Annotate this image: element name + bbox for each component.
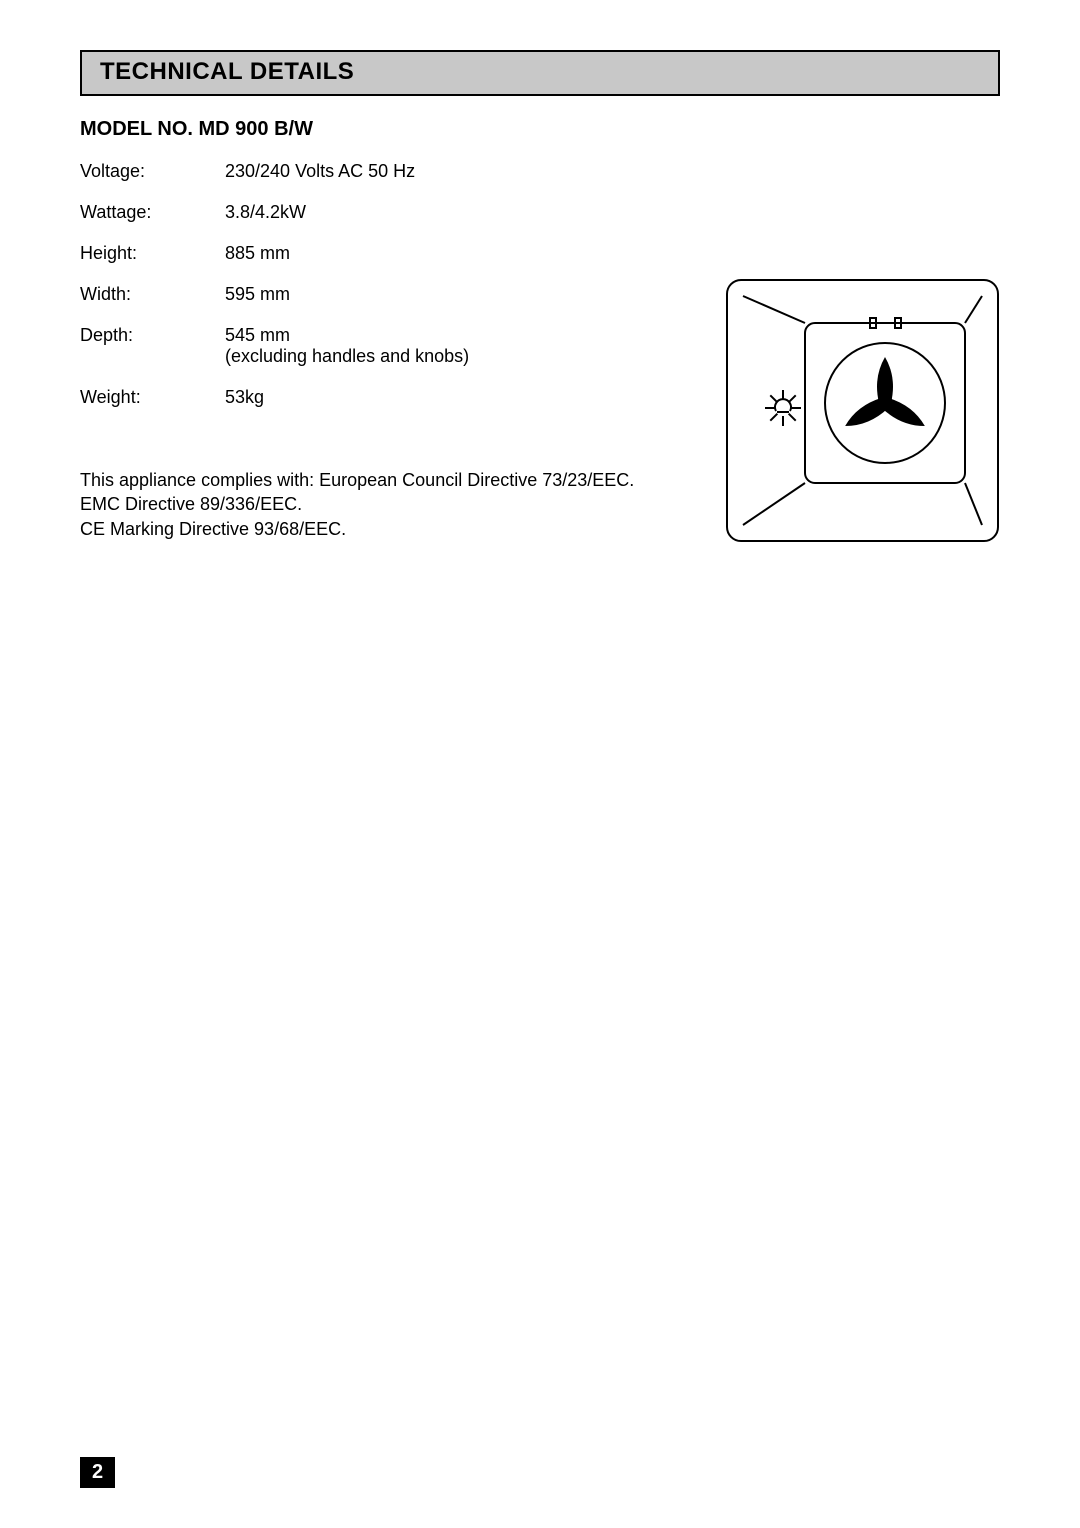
spec-label: Wattage: [80,202,225,223]
spec-row: Wattage: 3.8/4.2kW [80,202,1000,223]
oven-diagram-svg [725,278,1000,543]
section-title: TECHNICAL DETAILS [100,58,980,86]
spec-value: 885 mm [225,243,1000,264]
spec-row: Voltage: 230/240 Volts AC 50 Hz [80,161,1000,182]
spec-label: Width: [80,284,225,305]
spec-label: Weight: [80,387,225,408]
spec-label: Voltage: [80,161,225,182]
oven-diagram [725,278,1000,543]
spec-label: Height: [80,243,225,264]
section-header: TECHNICAL DETAILS [80,50,1000,96]
page-number: 2 [80,1457,115,1488]
spec-value: 230/240 Volts AC 50 Hz [225,161,1000,182]
model-number: MODEL NO. MD 900 B/W [80,118,1000,141]
spec-label: Depth: [80,325,225,346]
spec-value: 3.8/4.2kW [225,202,1000,223]
page: TECHNICAL DETAILS MODEL NO. MD 900 B/W V… [0,0,1080,1528]
spec-row: Height: 885 mm [80,243,1000,264]
